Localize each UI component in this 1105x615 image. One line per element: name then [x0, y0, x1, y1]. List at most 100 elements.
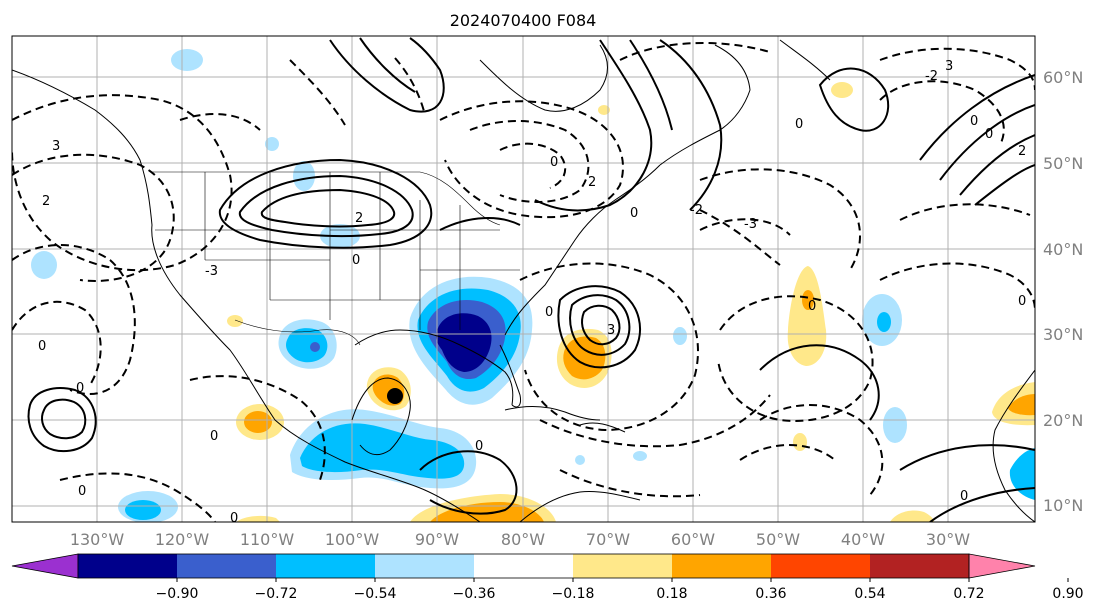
atlantic-positive-1-inner: [802, 290, 814, 310]
contour-label: 0: [1018, 294, 1026, 309]
contour-label: 0: [960, 489, 968, 504]
atlantic-positive-2: [831, 82, 853, 98]
caribbean-negative-3: [575, 455, 585, 465]
caribbean-negative-2: [633, 451, 647, 461]
contour-label: 0: [210, 429, 218, 444]
contour-label: 2: [588, 175, 596, 190]
colorbar-tick-label: −0.90: [156, 586, 199, 602]
colorbar-tick-label: 0.72: [953, 586, 984, 602]
colorbar-extend-high: [968, 553, 1036, 579]
lat-label-40n: 40°N: [1043, 240, 1083, 259]
atlantic-negative-2: [883, 407, 907, 443]
lon-label-130w: 130°W: [70, 530, 125, 549]
colorbar-segment: [276, 554, 376, 578]
contour-label: 0: [475, 439, 483, 454]
colorbar-segment: [672, 554, 772, 578]
central-america-negative-inner: [300, 423, 465, 479]
atlantic-negative-1-inner: [877, 312, 891, 332]
mexico-negative-core: [310, 342, 320, 352]
contour-label: 0: [808, 299, 816, 314]
political-borders: [150, 171, 520, 346]
map-frame: [11, 35, 1036, 523]
mexico-positive-inner: [244, 411, 272, 433]
contour-label: 0: [78, 484, 86, 499]
greenland-coast: [779, 39, 831, 81]
colorbar-segment: [474, 554, 574, 578]
cuba: [504, 406, 601, 421]
contour-label: 2: [1018, 144, 1026, 159]
south-america-positive-inner: [430, 502, 544, 522]
bahamas-positive-inner: [563, 336, 606, 380]
contour-label: 3: [607, 323, 615, 338]
lat-label-60n: 60°N: [1043, 68, 1083, 87]
colorbar-tick-label: 0.36: [755, 586, 786, 602]
colorbar-tick-label: 0.54: [854, 586, 885, 602]
pacific-negative-1-inner: [125, 500, 161, 520]
alaska-negative: [171, 49, 203, 71]
negative-contours: [12, 42, 1035, 522]
contour-label: 0: [545, 305, 553, 320]
colorbar-segment: [375, 554, 475, 578]
florida-coast: [499, 344, 521, 408]
lon-label-50w: 50°W: [756, 530, 800, 549]
contour-label: -3: [744, 217, 757, 232]
colorbar-tick-label: −0.54: [354, 586, 397, 602]
labrador-coast: [659, 44, 751, 166]
east-atlantic-positive-inner: [1008, 394, 1035, 416]
atlantic-positive-3: [793, 433, 807, 451]
gulf-negative-core: [435, 313, 492, 372]
mexico-negative-inner: [286, 328, 328, 363]
hispaniola: [579, 422, 626, 433]
africa-coast: [992, 369, 1035, 522]
latitude-labels: 60°N 50°N 40°N 30°N 20°N 10°N: [1043, 68, 1083, 515]
contour-label: 0: [985, 127, 993, 142]
coastlines: [12, 39, 1035, 522]
lat-label-30n: 30°N: [1043, 325, 1083, 344]
lat-label-10n: 10°N: [1043, 496, 1083, 515]
lon-label-60w: 60°W: [671, 530, 715, 549]
canada-negative-2: [265, 137, 279, 151]
canada-negative-1: [293, 161, 315, 191]
colorbar-tick-label: 0.90: [1052, 586, 1083, 602]
contour-labels: 0 3 2 0 -3 2 0 3 0 2 -2 0 0 -3 -2 0 0 0 …: [38, 59, 1026, 526]
longitude-labels: 130°W 120°W 110°W 100°W 90°W 80°W 70°W 6…: [70, 530, 970, 549]
east-atlantic-negative: [1009, 448, 1035, 500]
pacific-coast: [12, 69, 481, 522]
canada-positive: [598, 105, 610, 115]
contour-label: 0: [970, 114, 978, 129]
west-positive: [227, 315, 243, 327]
contour-label: 3: [945, 59, 953, 74]
contour-label: 0: [550, 155, 558, 170]
atlantic-positive-1: [787, 266, 827, 366]
contour-label: 2: [355, 211, 363, 226]
contour-label: -2: [690, 203, 703, 218]
caribbean-negative-1: [673, 327, 687, 345]
colorbar: −0.90 −0.72 −0.54 −0.36 −0.18 0.18 0.36 0.54 0.7…: [11, 553, 1084, 602]
contour-label: 3: [52, 139, 60, 154]
lon-label-80w: 80°W: [501, 530, 545, 549]
contour-label: 0: [795, 117, 803, 132]
colorbar-tick-label: −0.18: [552, 586, 595, 602]
pacific-negative-2: [31, 251, 57, 279]
yucatan-positive-core: [387, 388, 403, 404]
gulf-coast: [354, 329, 514, 406]
colorbar-tick-label: 0.18: [656, 586, 687, 602]
lon-label-120w: 120°W: [155, 530, 210, 549]
se-positive: [890, 510, 934, 522]
colorbar-segment: [78, 554, 178, 578]
lon-label-70w: 70°W: [586, 530, 630, 549]
colorbar-frame: [77, 553, 970, 579]
contour-label: 0: [76, 381, 84, 396]
positive-contours: [27, 37, 1035, 522]
colorbar-segment: [870, 554, 970, 578]
lon-label-90w: 90°W: [415, 530, 459, 549]
contour-label: 0: [230, 511, 238, 526]
lon-label-110w: 110°W: [240, 530, 295, 549]
anomaly-shading: [31, 49, 1035, 522]
contour-label: 0: [630, 206, 638, 221]
yucatan-coast: [351, 377, 411, 456]
contour-label: -2: [925, 69, 938, 84]
colorbar-segment: [573, 554, 673, 578]
lat-label-50n: 50°N: [1043, 154, 1083, 173]
